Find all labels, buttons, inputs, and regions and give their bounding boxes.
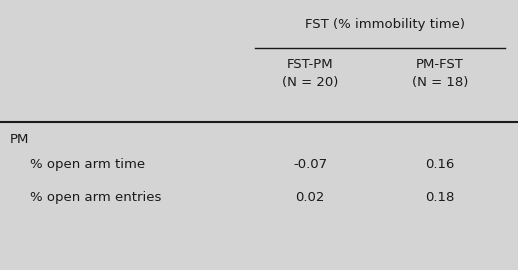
Text: PM-FST: PM-FST [416, 58, 464, 71]
Text: 0.16: 0.16 [425, 158, 455, 171]
Text: -0.07: -0.07 [293, 158, 327, 171]
Text: (N = 18): (N = 18) [412, 76, 468, 89]
Text: (N = 20): (N = 20) [282, 76, 338, 89]
Text: 0.02: 0.02 [295, 191, 325, 204]
Text: FST-PM: FST-PM [286, 58, 333, 71]
Text: % open arm entries: % open arm entries [30, 191, 162, 204]
Text: FST (% immobility time): FST (% immobility time) [305, 18, 465, 31]
Text: % open arm time: % open arm time [30, 158, 145, 171]
Text: 0.18: 0.18 [425, 191, 455, 204]
Text: PM: PM [10, 133, 30, 146]
